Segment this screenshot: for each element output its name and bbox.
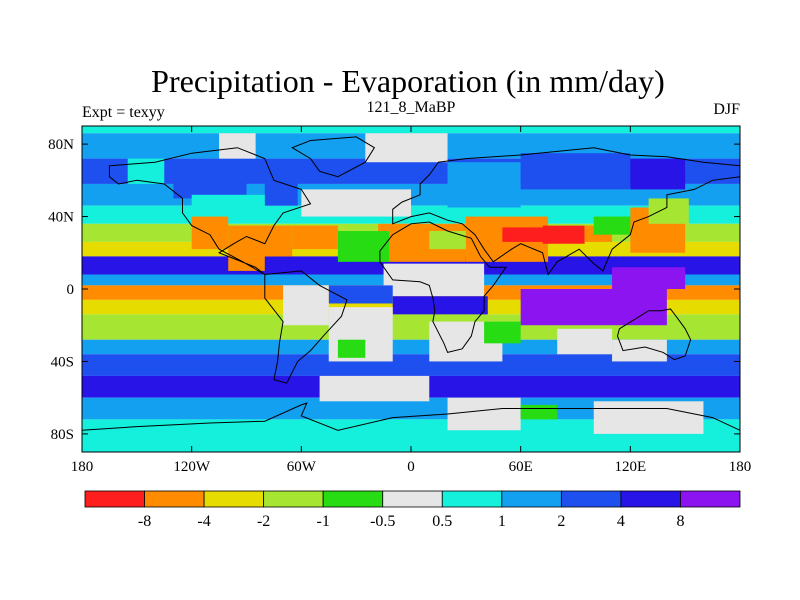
run-label: 121_8_MaBP [367,99,456,116]
pme-region [264,162,298,206]
pme-band [82,397,740,420]
colorbar-swatch [263,490,324,508]
pme-region [630,158,686,190]
x-tick-label: 60E [509,459,533,475]
colorbar-label: -0.5 [370,513,395,530]
colorbar-label: 8 [676,513,684,530]
pme-region [127,158,165,184]
pme-region [542,225,585,244]
longitude-axis: 180 120W 60W 0 60E 120E 180 [71,126,752,475]
pme-region [283,285,329,326]
coastline-africa [379,221,507,353]
pme-region [219,133,256,159]
pme-region [520,289,667,326]
pme-region [484,321,521,344]
latitude-axis: 80N 40N 0 40S 80S [48,137,740,443]
pme-region [447,397,521,431]
colorbar-swatch [322,490,384,508]
coastline-north-america [108,147,312,275]
colorbar-swatch [203,490,265,508]
x-tick-label: 120E [614,459,646,475]
coastline-south-america [264,270,348,384]
coastline-antarctica [82,402,740,452]
pme-region [301,189,411,217]
pme-region [337,231,390,262]
x-tick-label: 180 [71,459,94,475]
colorbar-swatch [501,490,562,508]
pme-region [520,404,558,420]
colorbar-label: 4 [617,513,625,530]
pme-field [82,126,740,452]
pme-region [593,401,704,434]
coastline-overlay [82,136,740,452]
colorbar-label: -1 [317,513,330,530]
coastline-greenland [291,136,376,178]
colorbar-swatch [680,490,741,508]
colorbar-swatch [441,490,503,508]
colorbar-swatch [144,490,205,508]
x-tick-label: 120W [173,459,211,475]
colorbar-label: -8 [138,513,151,530]
pme-region [328,285,393,304]
pme-region [447,162,521,208]
colorbar-label: -4 [197,513,210,530]
colorbar-swatch [84,490,145,508]
pme-region [173,169,247,199]
pme-region [612,267,686,289]
pme-region [191,194,265,213]
y-tick-label: 40S [51,354,74,370]
colorbar-label: 0.5 [432,513,452,530]
pme-region [337,339,366,358]
pme-region [292,225,338,250]
pme-region [319,375,430,402]
pme-region [593,216,631,235]
colorbar-label: -2 [257,513,270,530]
coastline-eurasia [392,147,740,276]
colorbar-label: 1 [498,513,506,530]
colorbar: -8 -4 -2 -1 -0.5 0.5 1 2 4 8 [84,490,741,530]
x-tick-label: 180 [729,459,752,475]
pme-region [191,216,229,250]
x-tick-label: 60W [287,459,317,475]
coastline-australia [616,308,692,361]
pme-region [392,296,488,315]
season-label: DJF [713,101,740,118]
pme-region [365,133,448,163]
chart-title: Precipitation - Evaporation (in mm/day) [151,63,665,99]
experiment-label: Expt = texyy [82,104,165,121]
pme-region [612,339,667,362]
y-tick-label: 80N [48,137,74,153]
y-tick-label: 80S [51,427,74,443]
pme-region [520,153,631,190]
pme-region [648,198,689,224]
colorbar-swatch [382,490,443,508]
x-tick-label: 0 [407,459,415,475]
pme-band [82,354,740,376]
colorbar-swatch [620,490,681,508]
y-tick-label: 0 [67,282,75,298]
colorbar-label: 2 [557,513,565,530]
y-tick-label: 40N [48,210,74,226]
pme-region [557,328,613,355]
colorbar-swatch [560,490,622,508]
